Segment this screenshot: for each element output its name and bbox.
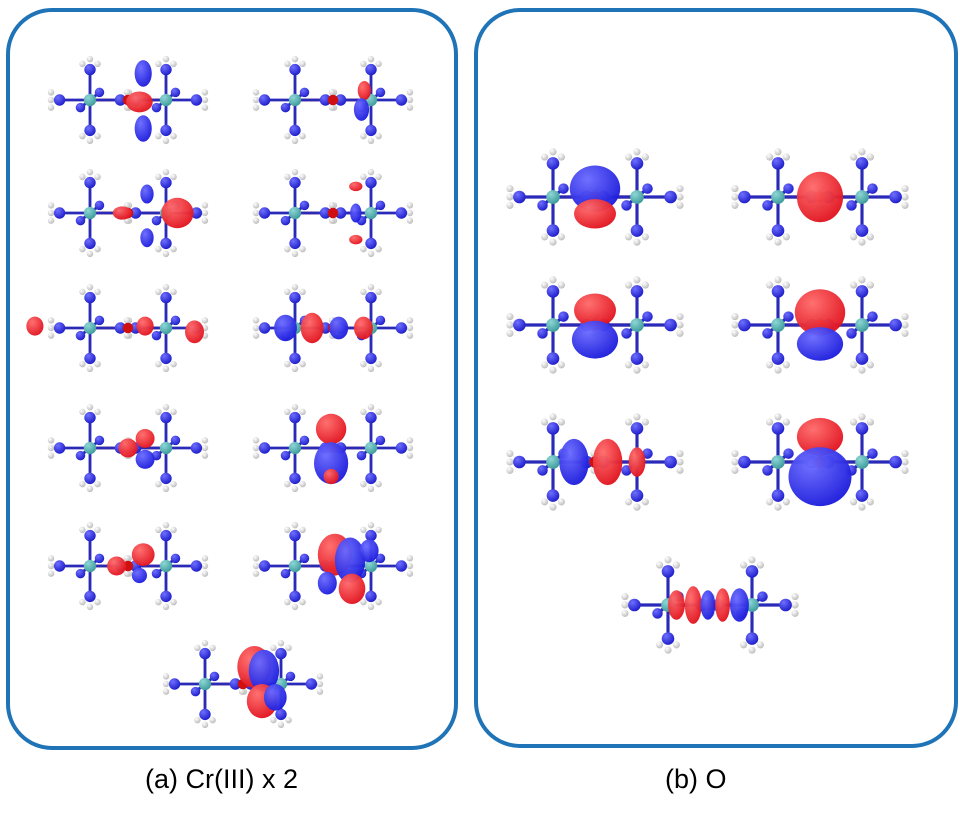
orbital-b4 <box>731 276 909 374</box>
orbital-a1 <box>47 55 209 145</box>
caption-o: (b) O <box>665 764 727 794</box>
orbital-a3 <box>47 168 209 258</box>
panel-o-orbitals <box>474 8 958 748</box>
orbital-a11 <box>162 639 324 729</box>
orbital-b1 <box>506 148 684 246</box>
orbital-b5 <box>506 413 684 511</box>
orbital-a7 <box>47 403 209 493</box>
orbital-a6 <box>252 283 414 373</box>
orbital-b7 <box>621 556 799 654</box>
orbital-a8 <box>252 403 414 493</box>
caption-cr: (a) Cr(III) x 2 <box>145 764 298 794</box>
orbital-a4 <box>252 168 414 258</box>
orbital-a9 <box>47 521 209 611</box>
orbital-a5 <box>26 283 209 373</box>
panel-cr-orbitals <box>6 8 458 750</box>
orbital-b2 <box>731 148 909 246</box>
orbital-b3 <box>506 276 684 374</box>
orbital-a10 <box>252 521 414 611</box>
orbital-b6 <box>731 413 909 511</box>
orbital-a2 <box>252 55 414 145</box>
